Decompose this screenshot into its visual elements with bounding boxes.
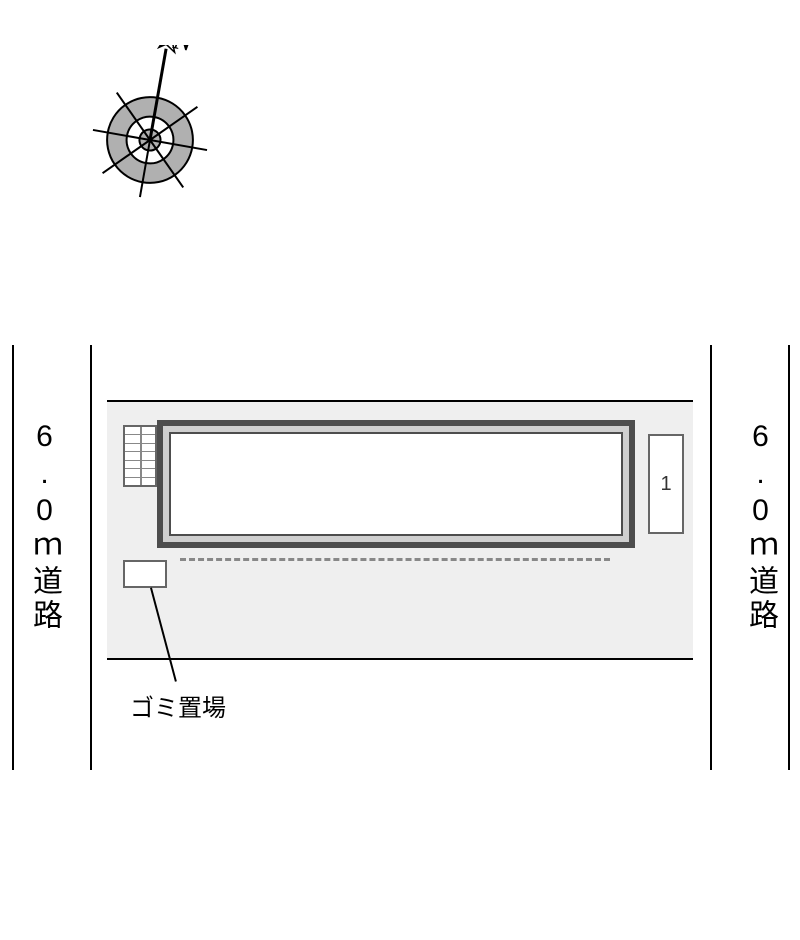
building-interior — [169, 432, 623, 536]
road-line-left-outer — [12, 345, 14, 770]
parking-label: 1 — [660, 473, 671, 496]
road-label-right: 6.0ｍ道路 — [744, 420, 777, 633]
dashed-path — [180, 558, 610, 561]
garbage-label: ゴミ置場 — [130, 688, 226, 723]
garbage-area-box — [123, 560, 167, 588]
svg-text:N: N — [170, 45, 196, 57]
stairs-icon — [123, 425, 157, 487]
compass: N — [85, 45, 215, 215]
road-line-left-inner — [90, 345, 92, 770]
lot-border-bottom — [107, 658, 693, 660]
stairs-center-rail — [140, 427, 142, 485]
road-line-right-inner — [710, 345, 712, 770]
road-label-left: 6.0ｍ道路 — [28, 420, 61, 633]
site-plan-canvas: N 6.0ｍ道路 6.0ｍ道路 1 ゴミ置場 — [0, 0, 800, 940]
lot-border-top — [107, 400, 693, 402]
parking-space: 1 — [648, 434, 684, 534]
road-line-right-outer — [788, 345, 790, 770]
